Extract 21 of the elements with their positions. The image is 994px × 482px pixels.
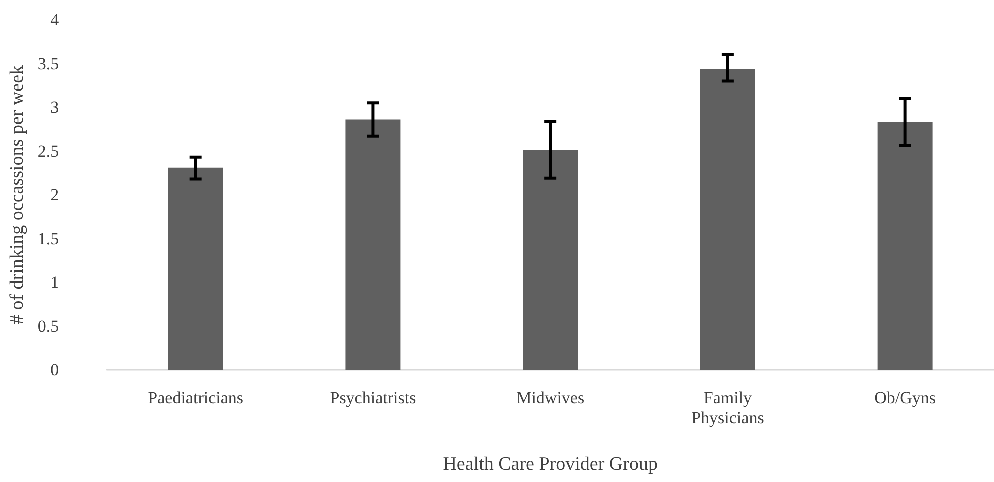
y-axis-title: # of drinking occassions per week	[7, 64, 28, 325]
y-tick-label: 4	[50, 10, 60, 30]
x-tick-label: Family Physicians	[692, 388, 764, 428]
y-tick-label: 3	[50, 98, 60, 117]
x-tick-label: Paediatricians	[148, 388, 244, 408]
y-tick-label: 1	[50, 273, 60, 292]
y-tick-label: 3.5	[38, 54, 60, 74]
bar	[878, 122, 933, 370]
bar	[523, 150, 578, 370]
bar	[346, 120, 401, 370]
x-tick-label: Psychiatrists	[330, 388, 416, 408]
bar	[700, 69, 756, 370]
y-tick-label: 0	[50, 360, 60, 380]
x-tick-label: Ob/Gyns	[874, 388, 936, 408]
bar	[168, 168, 224, 370]
x-axis-title: Health Care Provider Group	[443, 454, 658, 475]
x-tick-label: Midwives	[516, 388, 585, 408]
y-tick-label: 2.5	[38, 142, 60, 161]
y-tick-label: 1.5	[38, 229, 60, 248]
y-tick-label: 2	[50, 186, 60, 204]
y-tick-label: 0.5	[38, 316, 60, 336]
